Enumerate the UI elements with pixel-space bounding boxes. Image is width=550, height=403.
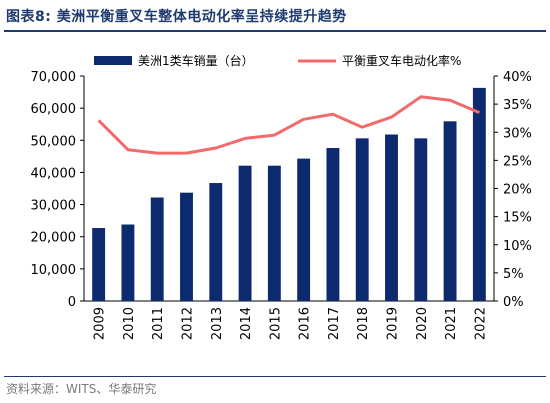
- bar: [385, 134, 398, 301]
- bar: [414, 138, 428, 301]
- bar: [326, 148, 340, 301]
- y-left-tick-label: 40,000: [31, 166, 77, 181]
- title-divider: [4, 30, 546, 32]
- x-tick-label: 2012: [181, 307, 196, 340]
- x-tick-label: 2013: [210, 307, 225, 340]
- bar: [297, 158, 311, 301]
- y-right-tick-label: 40%: [503, 70, 532, 85]
- bar-series: [92, 87, 486, 302]
- x-tick-label: 2018: [356, 307, 371, 340]
- y-right-tick-label: 35%: [503, 98, 532, 113]
- legend-bar-label: 美洲1类车销量（台）: [138, 53, 254, 68]
- bar: [443, 121, 457, 301]
- y-left-tick-label: 70,000: [31, 70, 77, 85]
- line-series-path: [97, 95, 480, 155]
- x-tick-label: 2015: [268, 307, 283, 340]
- y-left-tick-label: 60,000: [31, 102, 77, 117]
- x-tick-label: 2010: [122, 307, 137, 340]
- x-tick-label: 2020: [415, 307, 430, 340]
- x-tick-label: 2019: [386, 307, 401, 340]
- bar: [267, 165, 281, 301]
- bar: [180, 192, 193, 301]
- y-right-tick-label: 15%: [503, 211, 532, 226]
- bar: [238, 165, 252, 301]
- y-left-tick-label: 10,000: [31, 263, 77, 278]
- legend: 美洲1类车销量（台） 平衡重叉车电动化率%: [94, 53, 461, 68]
- bar: [472, 87, 486, 302]
- x-tick-label: 2022: [473, 307, 488, 340]
- y-left-tick-label: 20,000: [31, 231, 77, 246]
- legend-line-label: 平衡重叉车电动化率%: [342, 53, 461, 68]
- x-tick-label: 2009: [93, 307, 108, 340]
- y-left-tick-label: 0: [68, 295, 76, 310]
- y-right-tick-label: 5%: [503, 267, 524, 282]
- x-tick-label: 2017: [327, 307, 342, 340]
- y-right-tick-label: 30%: [503, 126, 532, 141]
- y-right-tick-label: 10%: [503, 239, 532, 254]
- source-note: 资料来源：WITS、华泰研究: [6, 382, 157, 396]
- x-tick-label: 2021: [444, 307, 459, 340]
- bar: [121, 224, 135, 301]
- line-series: [97, 95, 480, 155]
- y-left-tick-label: 30,000: [31, 199, 77, 214]
- legend-bar-swatch: [94, 56, 132, 65]
- y-right-tick-label: 25%: [503, 154, 532, 169]
- figure-title: 图表8: 美洲平衡重叉车整体电动化率呈持续提升趋势: [6, 9, 347, 25]
- bar: [92, 228, 106, 301]
- x-tick-label: 2014: [239, 307, 254, 340]
- bar: [355, 138, 369, 301]
- bar: [150, 197, 164, 301]
- x-tick-label: 2011: [151, 307, 166, 340]
- bar: [209, 183, 223, 301]
- y-left-tick-label: 50,000: [31, 134, 77, 149]
- axes: 0 10,000 20,000 30,000 40,000 50,000 60,000 70,…: [31, 70, 532, 340]
- source-divider: [4, 376, 546, 377]
- y-right-tick-label: 0%: [503, 295, 524, 310]
- x-tick-label: 2016: [298, 307, 313, 340]
- y-right-tick-label: 20%: [503, 183, 532, 198]
